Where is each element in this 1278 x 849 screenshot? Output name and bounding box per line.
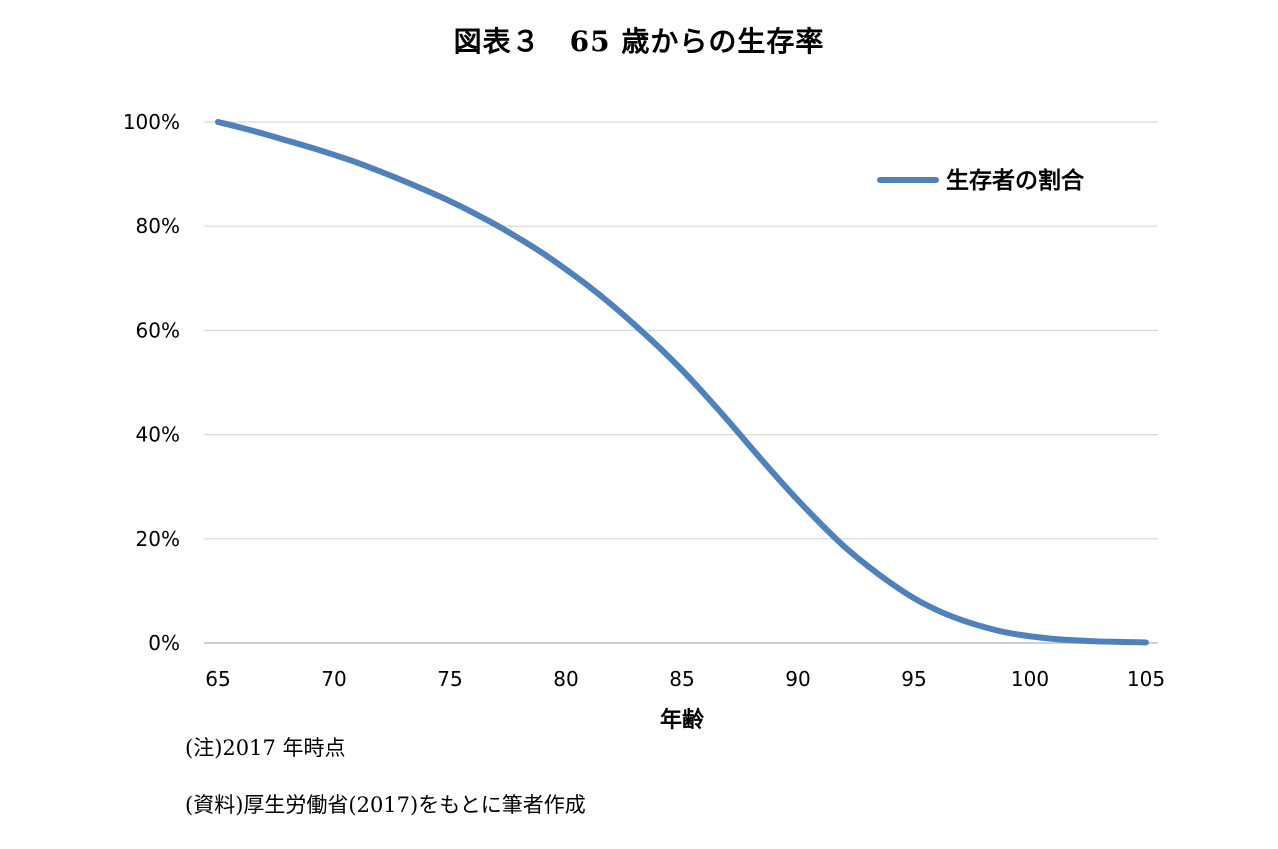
x-tick-label: 100 <box>1011 667 1049 691</box>
x-tick-label: 75 <box>437 667 462 691</box>
y-axis-tick-labels: 0% 20% 40% 60% 80% 100% <box>123 110 180 655</box>
footnote-source: (資料)厚生労働省(2017)をもとに筆者作成 <box>185 793 586 817</box>
legend: 生存者の割合 <box>877 167 1085 194</box>
x-tick-label: 65 <box>205 667 230 691</box>
series-line <box>215 119 1149 646</box>
y-tick-label: 60% <box>136 318 180 342</box>
x-tick-label: 80 <box>553 667 578 691</box>
y-tick-label: 80% <box>136 214 180 238</box>
x-tick-label: 70 <box>321 667 346 691</box>
x-tick-label: 90 <box>785 667 810 691</box>
series-layer <box>215 119 1149 646</box>
gridlines <box>204 121 1158 644</box>
footnote-note: (注)2017 年時点 <box>185 736 346 760</box>
legend-label: 生存者の割合 <box>946 167 1085 194</box>
y-tick-label: 0% <box>148 631 180 655</box>
x-tick-label: 85 <box>669 667 694 691</box>
y-tick-label: 100% <box>123 110 180 134</box>
x-axis-tick-labels: 65 70 75 80 85 90 95 100 105 <box>205 667 1165 691</box>
x-axis-title: 年齢 <box>660 707 705 733</box>
x-tick-label: 95 <box>901 667 926 691</box>
x-tick-label: 105 <box>1127 667 1165 691</box>
y-tick-label: 20% <box>136 527 180 551</box>
chart-title: 図表３ 65 歳からの生存率 <box>453 25 825 58</box>
y-tick-label: 40% <box>136 423 180 447</box>
